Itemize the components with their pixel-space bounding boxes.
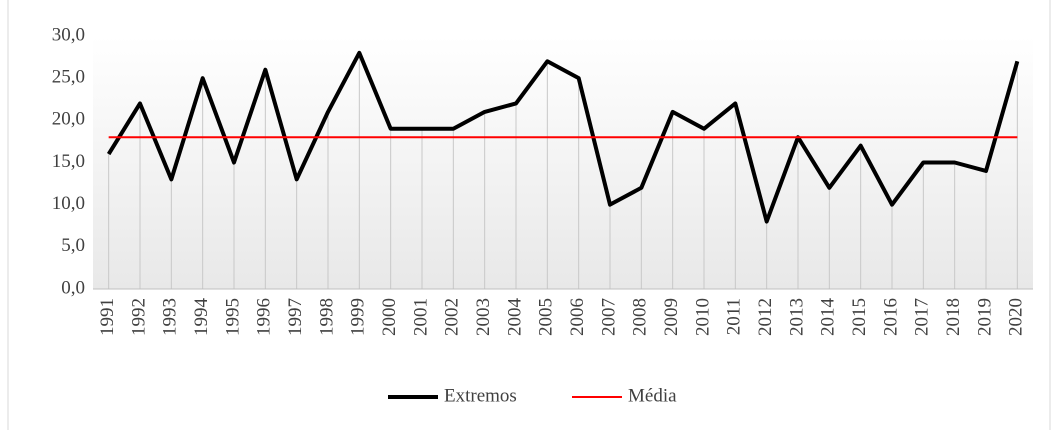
y-tick-label: 20,0 bbox=[52, 109, 85, 130]
x-tick-label: 2011 bbox=[724, 298, 745, 335]
x-tick-label: 1991 bbox=[97, 298, 118, 336]
x-tick-label: 2013 bbox=[786, 298, 807, 336]
x-tick-label: 1995 bbox=[222, 298, 243, 336]
x-tick-label: 1998 bbox=[316, 298, 337, 336]
x-tick-label: 2001 bbox=[410, 298, 431, 336]
x-tick-label: 2017 bbox=[912, 298, 933, 336]
x-tick-label: 2019 bbox=[974, 298, 995, 336]
series-line bbox=[106, 50, 1020, 224]
x-tick-label: 2015 bbox=[849, 298, 870, 336]
x-tick-label: 1994 bbox=[191, 298, 212, 337]
x-tick-label: 2010 bbox=[692, 298, 713, 336]
x-tick-label: 2018 bbox=[943, 298, 964, 336]
x-tick-label: 1996 bbox=[254, 298, 275, 336]
y-tick-label: 15,0 bbox=[52, 151, 85, 172]
y-tick-label: 5,0 bbox=[61, 235, 85, 256]
y-tick-label: 30,0 bbox=[52, 24, 85, 45]
x-tick-label: 2016 bbox=[880, 298, 901, 336]
x-tick-label: 1999 bbox=[348, 298, 369, 336]
x-tick-label: 2008 bbox=[630, 298, 651, 336]
x-tick-label: 2009 bbox=[661, 298, 682, 336]
chart-frame bbox=[7, 0, 1051, 430]
x-tick-label: 1993 bbox=[160, 298, 181, 336]
x-tick-label: 2006 bbox=[567, 298, 588, 336]
x-tick-label: 1992 bbox=[128, 298, 149, 336]
x-tick-label: 2020 bbox=[1006, 298, 1027, 336]
x-tick-label: 2002 bbox=[442, 298, 463, 336]
y-tick-label: 0,0 bbox=[61, 277, 85, 298]
x-tick-label: 1997 bbox=[285, 298, 306, 336]
x-tick-label: 2005 bbox=[536, 298, 557, 336]
x-tick-label: 2007 bbox=[598, 298, 619, 336]
x-tick-label: 2003 bbox=[473, 298, 494, 336]
legend-label: Média bbox=[628, 385, 677, 406]
x-tick-label: 2012 bbox=[755, 298, 776, 336]
x-tick-label: 2004 bbox=[504, 298, 525, 337]
legend-label: Extremos bbox=[444, 385, 517, 406]
y-tick-label: 25,0 bbox=[52, 67, 85, 88]
x-tick-label: 2014 bbox=[818, 298, 839, 337]
plot-area bbox=[93, 36, 1033, 289]
y-tick-label: 10,0 bbox=[52, 193, 85, 214]
x-tick-label: 2000 bbox=[379, 298, 400, 336]
